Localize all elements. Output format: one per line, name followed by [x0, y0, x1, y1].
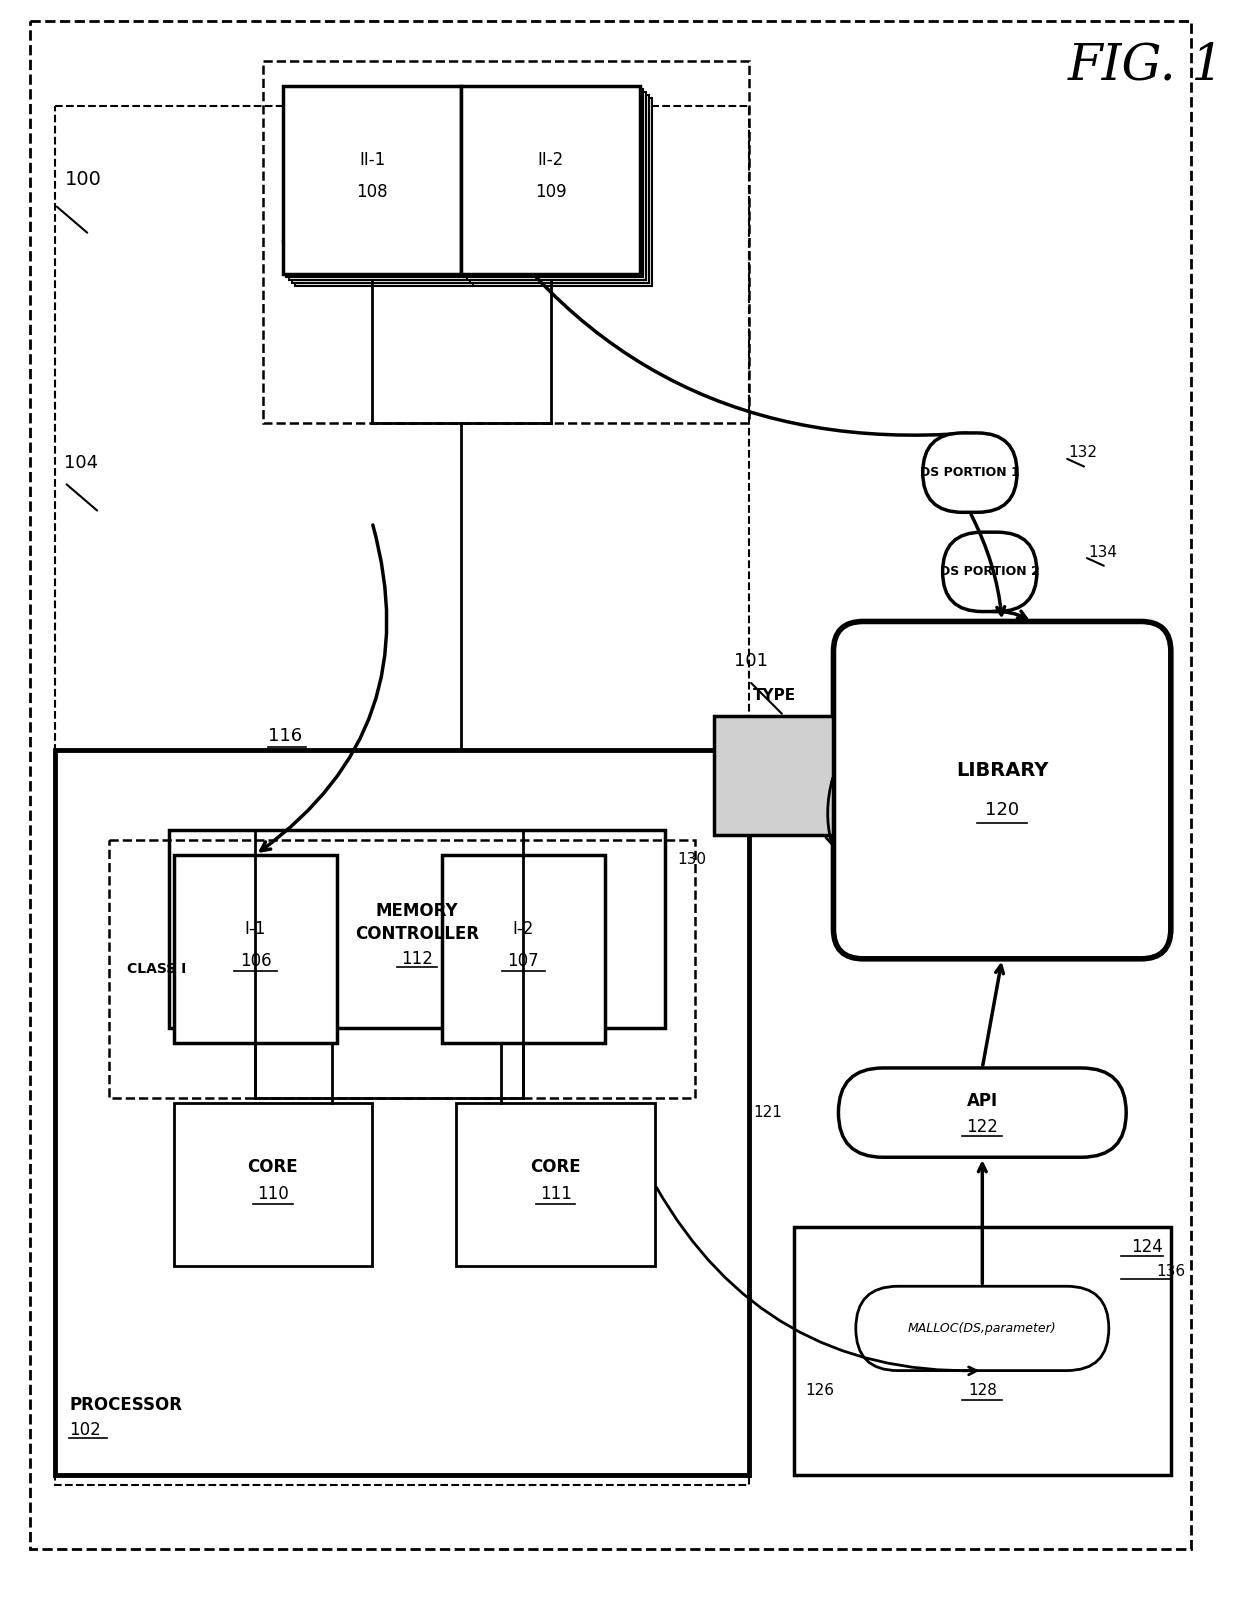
Text: FIG. 1: FIG. 1 [1068, 40, 1224, 90]
Bar [55, 750, 749, 1475]
Bar [467, 92, 646, 280]
Text: 102: 102 [69, 1420, 102, 1440]
Text: 109: 109 [534, 183, 567, 200]
Bar [461, 86, 640, 275]
Text: II-1: II-1 [358, 150, 386, 170]
Text: 132: 132 [1069, 446, 1097, 461]
Bar [283, 86, 461, 275]
Bar [55, 105, 749, 1485]
FancyBboxPatch shape [833, 622, 1171, 958]
Text: CLASS II: CLASS II [280, 234, 345, 249]
Text: 128: 128 [968, 1383, 997, 1398]
Text: CORE: CORE [531, 1157, 582, 1176]
Text: 111: 111 [539, 1186, 572, 1204]
Text: CLASS I: CLASS I [126, 962, 186, 976]
Text: PROCESSOR: PROCESSOR [69, 1396, 182, 1414]
Text: 110: 110 [257, 1186, 289, 1204]
Text: 106: 106 [239, 952, 272, 970]
Text: 124: 124 [1131, 1238, 1163, 1256]
Text: 136: 136 [1156, 1264, 1185, 1278]
Text: TYPE: TYPE [753, 688, 796, 703]
Bar [794, 1227, 1171, 1475]
Bar [109, 840, 694, 1097]
Text: 108: 108 [356, 183, 388, 200]
Text: 104: 104 [64, 454, 99, 472]
Bar [441, 855, 605, 1044]
Bar [263, 61, 749, 423]
FancyBboxPatch shape [838, 1068, 1126, 1157]
Text: 116: 116 [268, 727, 303, 745]
Text: 130: 130 [677, 852, 707, 868]
Text: 134: 134 [1089, 545, 1117, 559]
Bar [285, 89, 464, 278]
Bar [295, 97, 474, 286]
Text: 100: 100 [64, 170, 102, 189]
Text: DS PORTION 2: DS PORTION 2 [940, 566, 1039, 579]
FancyBboxPatch shape [942, 532, 1037, 611]
Text: I-1: I-1 [244, 920, 267, 937]
Text: MALLOC(DS,parameter): MALLOC(DS,parameter) [908, 1322, 1056, 1335]
Text: 126: 126 [806, 1383, 835, 1398]
Bar [456, 1102, 655, 1267]
Text: DS PORTION 1: DS PORTION 1 [920, 465, 1019, 478]
Text: 101: 101 [734, 653, 769, 671]
Text: I-2: I-2 [512, 920, 534, 937]
Text: CORE: CORE [248, 1157, 298, 1176]
Text: 107: 107 [507, 952, 539, 970]
Text: 112: 112 [401, 950, 433, 968]
Bar [169, 831, 665, 1028]
FancyBboxPatch shape [923, 433, 1017, 512]
Bar [174, 1102, 372, 1267]
Text: LIBRARY: LIBRARY [956, 761, 1048, 781]
Bar [289, 92, 467, 280]
Text: MEMORY: MEMORY [376, 902, 458, 920]
Bar [714, 716, 833, 835]
Text: API: API [967, 1092, 998, 1110]
Text: 120: 120 [985, 802, 1019, 819]
Bar [291, 95, 470, 283]
Bar [474, 97, 652, 286]
Text: II-2: II-2 [538, 150, 564, 170]
Text: 121: 121 [753, 1105, 782, 1120]
Bar [464, 89, 644, 278]
FancyBboxPatch shape [856, 1286, 1109, 1370]
Text: CONTROLLER: CONTROLLER [355, 924, 479, 944]
Bar [174, 855, 337, 1044]
Text: 122: 122 [966, 1118, 998, 1136]
Bar [470, 95, 649, 283]
